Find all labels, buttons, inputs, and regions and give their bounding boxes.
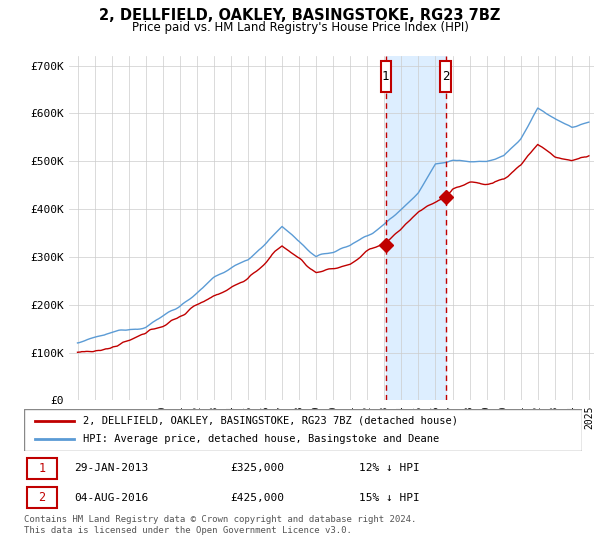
FancyBboxPatch shape	[24, 409, 582, 451]
Text: 2, DELLFIELD, OAKLEY, BASINGSTOKE, RG23 7BZ: 2, DELLFIELD, OAKLEY, BASINGSTOKE, RG23 …	[100, 8, 500, 24]
Text: Price paid vs. HM Land Registry's House Price Index (HPI): Price paid vs. HM Land Registry's House …	[131, 21, 469, 34]
FancyBboxPatch shape	[380, 61, 391, 92]
Text: Contains HM Land Registry data © Crown copyright and database right 2024.: Contains HM Land Registry data © Crown c…	[24, 515, 416, 524]
Text: £425,000: £425,000	[230, 493, 284, 503]
FancyBboxPatch shape	[440, 61, 451, 92]
Text: HPI: Average price, detached house, Basingstoke and Deane: HPI: Average price, detached house, Basi…	[83, 434, 439, 444]
Text: 1: 1	[382, 70, 389, 83]
Text: £325,000: £325,000	[230, 463, 284, 473]
Text: 2: 2	[38, 491, 46, 504]
Text: This data is licensed under the Open Government Licence v3.0.: This data is licensed under the Open Gov…	[24, 526, 352, 535]
Text: 2, DELLFIELD, OAKLEY, BASINGSTOKE, RG23 7BZ (detached house): 2, DELLFIELD, OAKLEY, BASINGSTOKE, RG23 …	[83, 416, 458, 426]
Text: 04-AUG-2016: 04-AUG-2016	[74, 493, 148, 503]
FancyBboxPatch shape	[27, 487, 58, 508]
Text: 12% ↓ HPI: 12% ↓ HPI	[359, 463, 419, 473]
FancyBboxPatch shape	[27, 458, 58, 479]
Text: 15% ↓ HPI: 15% ↓ HPI	[359, 493, 419, 503]
Text: 2: 2	[442, 70, 449, 83]
Text: 29-JAN-2013: 29-JAN-2013	[74, 463, 148, 473]
Bar	[386, 56, 446, 400]
Text: 1: 1	[38, 462, 46, 475]
